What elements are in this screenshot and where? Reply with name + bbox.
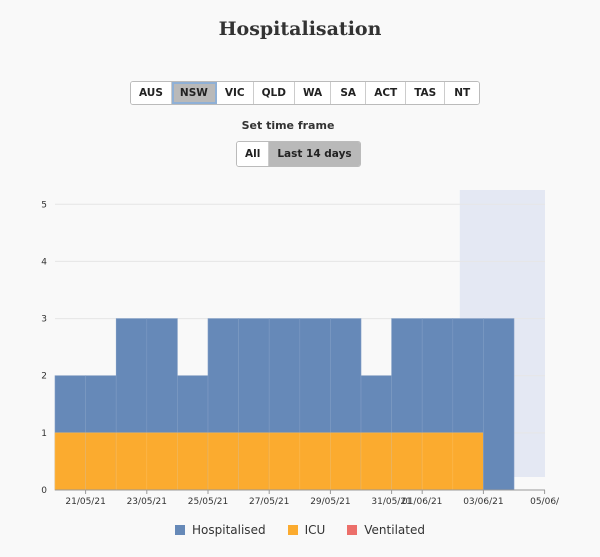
bar-hospitalised bbox=[483, 318, 515, 491]
bar-icu bbox=[391, 432, 423, 491]
legend-swatch-hospitalised bbox=[175, 525, 186, 535]
x-tick-label: 29/05/21 bbox=[310, 497, 350, 507]
region-tab-vic[interactable]: VIC bbox=[216, 82, 254, 104]
region-tab-nt[interactable]: NT bbox=[445, 82, 480, 104]
legend-label-hospitalised: Hospitalised bbox=[192, 523, 266, 537]
legend-item-hospitalised[interactable]: Hospitalised bbox=[175, 523, 266, 537]
region-tab-sa[interactable]: SA bbox=[331, 82, 367, 104]
bar-icu bbox=[238, 432, 270, 491]
bar-icu bbox=[268, 432, 301, 491]
time-frame-option-last-14-days[interactable]: Last 14 days bbox=[269, 142, 360, 166]
x-tick-label: 03/06/21 bbox=[463, 497, 503, 507]
region-tab-qld[interactable]: QLD bbox=[253, 82, 295, 104]
bar-icu bbox=[115, 432, 148, 491]
region-tab-aus[interactable]: AUS bbox=[131, 82, 172, 104]
legend-swatch-icu bbox=[287, 525, 298, 535]
region-tab-wa[interactable]: WA bbox=[294, 82, 332, 104]
bar-icu bbox=[360, 432, 392, 491]
x-tick-label: 23/05/21 bbox=[127, 497, 167, 507]
x-tick-label: 05/06/ bbox=[530, 497, 560, 507]
legend-label-icu: ICU bbox=[304, 523, 326, 537]
bar-icu bbox=[54, 432, 86, 491]
region-tab-tas[interactable]: TAS bbox=[406, 82, 446, 104]
bar-icu bbox=[330, 432, 362, 491]
bar-icu bbox=[299, 432, 331, 491]
x-tick-label: 21/05/21 bbox=[65, 497, 105, 507]
y-tick-label: 3 bbox=[41, 315, 47, 325]
y-tick-label: 2 bbox=[41, 372, 47, 382]
y-tick-label: 1 bbox=[41, 429, 47, 439]
bar-icu bbox=[207, 432, 239, 491]
hospitalisation-chart: 0 1 2 3 4 5 21/05/21 23/05/21 25/05/21 27/05/21 29… bbox=[41, 190, 560, 507]
x-tick-label: 27/05/21 bbox=[249, 497, 289, 507]
bar-icu bbox=[421, 432, 454, 491]
x-tick-label: 01/06/21 bbox=[402, 497, 442, 507]
chart-title: Hospitalisation bbox=[218, 18, 382, 40]
legend-swatch-ventilated bbox=[347, 525, 358, 535]
bar-icu bbox=[85, 432, 117, 491]
y-tick-label: 5 bbox=[41, 200, 47, 210]
legend-item-icu[interactable]: ICU bbox=[287, 523, 326, 537]
time-frame-label: Set time frame bbox=[241, 119, 335, 132]
x-tick-label: 25/05/21 bbox=[188, 497, 228, 507]
y-tick-label: 0 bbox=[41, 486, 47, 496]
chart-legend: Hospitalised ICU Ventilated bbox=[0, 523, 600, 537]
y-tick-label: 4 bbox=[41, 257, 47, 267]
bar-icu bbox=[146, 432, 178, 491]
region-tab-act[interactable]: ACT bbox=[366, 82, 407, 104]
x-tick-label: 31/05/21 bbox=[371, 497, 411, 507]
region-tab-nsw[interactable]: NSW bbox=[171, 82, 217, 104]
legend-label-ventilated: Ventilated bbox=[364, 523, 425, 537]
bar-icu bbox=[177, 432, 209, 491]
bar-icu bbox=[452, 432, 484, 491]
time-frame-selector: All Last 14 days bbox=[236, 141, 361, 167]
time-frame-option-all[interactable]: All bbox=[237, 142, 270, 166]
region-selector: AUS NSW VIC QLD WA SA ACT TAS NT bbox=[130, 81, 481, 105]
legend-item-ventilated[interactable]: Ventilated bbox=[347, 523, 425, 537]
